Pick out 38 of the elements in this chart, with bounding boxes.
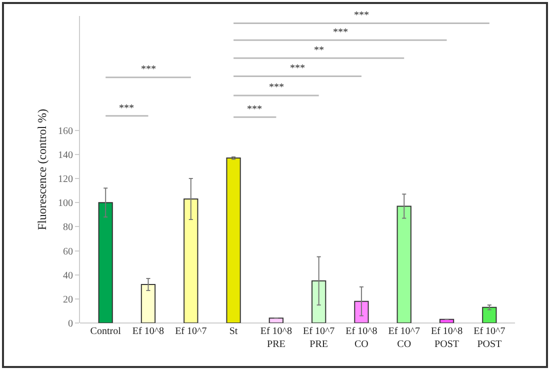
x-tick-label: St <box>229 326 238 337</box>
annotation: *** <box>141 64 156 75</box>
bar <box>268 318 284 323</box>
x-tick-label: Ef 10^7 <box>175 326 207 337</box>
x-tick-label: Ef 10^7 POST <box>474 326 506 350</box>
annotation: ** <box>314 45 324 56</box>
bar <box>98 202 113 323</box>
x-tick-label: Ef 10^8 POST <box>430 326 463 350</box>
x-tick-label: Ef 10^8 CO <box>346 326 378 350</box>
y-tick-label: 100 <box>58 198 73 210</box>
bar <box>482 306 497 323</box>
bar <box>140 284 156 323</box>
bar <box>312 280 326 323</box>
bar <box>354 300 369 323</box>
annotation: *** <box>247 104 262 115</box>
y-tick-label: 60 <box>63 246 73 258</box>
y-tick-label: 40 <box>63 270 73 282</box>
x-tick-label: Ef 10^8 <box>132 326 164 337</box>
annotation: *** <box>354 10 369 21</box>
y-tick-label: 140 <box>58 150 73 161</box>
y-tick-label: 80 <box>63 222 73 234</box>
y-tick-label: 120 <box>58 174 73 186</box>
y-tick-label: 0 <box>68 318 73 330</box>
bar <box>184 198 198 323</box>
x-tick-label: Control <box>90 326 122 337</box>
x-tick-label: Ef 10^8 PRE <box>260 326 292 350</box>
annotation: *** <box>119 103 134 114</box>
y-tick-label: 160 <box>58 126 73 137</box>
bar <box>226 158 241 323</box>
x-tick-label: Ef 10^7 CO <box>388 326 420 350</box>
y-axis-title: Fluorescence (control %) <box>35 108 49 230</box>
bar <box>439 318 454 323</box>
x-tick-label: Ef 10^7 PRE <box>303 326 335 350</box>
annotation: *** <box>269 82 284 93</box>
y-tick-label: 20 <box>63 294 73 306</box>
bar <box>396 206 412 323</box>
annotation: *** <box>290 63 305 74</box>
annotation: *** <box>333 27 348 38</box>
